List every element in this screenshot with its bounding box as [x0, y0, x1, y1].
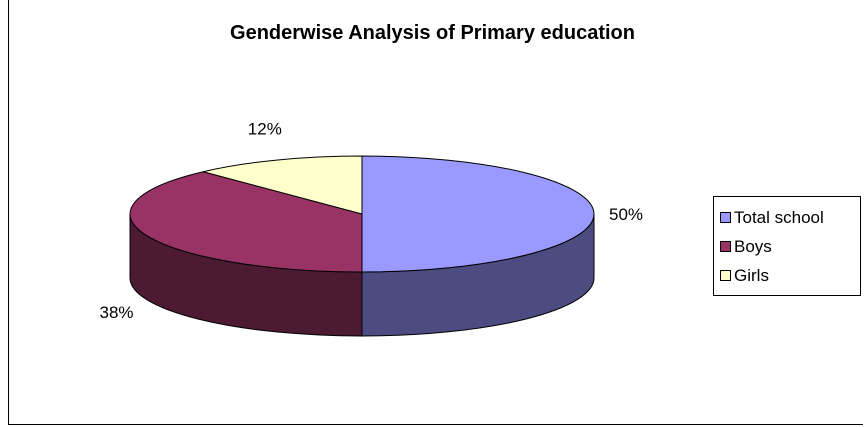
chart-title: Genderwise Analysis of Primary education [230, 22, 635, 44]
legend-label-total-school: Total school [734, 207, 824, 227]
pie-slice-girls [203, 155, 363, 215]
legend: Total school Boys Girls [713, 196, 861, 296]
data-label-girls: 12% [248, 119, 282, 138]
legend-label-girls: Girls [734, 265, 769, 285]
data-label-boys: 38% [100, 303, 134, 322]
pie-slice-boys [129, 171, 363, 273]
legend-item-girls: Girls [720, 261, 860, 290]
pie-slice-total-school [361, 155, 595, 273]
legend-swatch-boys [720, 241, 731, 252]
pie-slices [129, 155, 595, 273]
legend-label-boys: Boys [734, 236, 772, 256]
legend-item-total-school: Total school [720, 203, 860, 232]
data-label-total-school: 50% [609, 205, 643, 224]
pie-labels: 50% 38% 12% [100, 119, 643, 321]
legend-swatch-girls [720, 270, 731, 281]
legend-item-boys: Boys [720, 232, 860, 261]
legend-swatch-total-school [720, 212, 731, 223]
